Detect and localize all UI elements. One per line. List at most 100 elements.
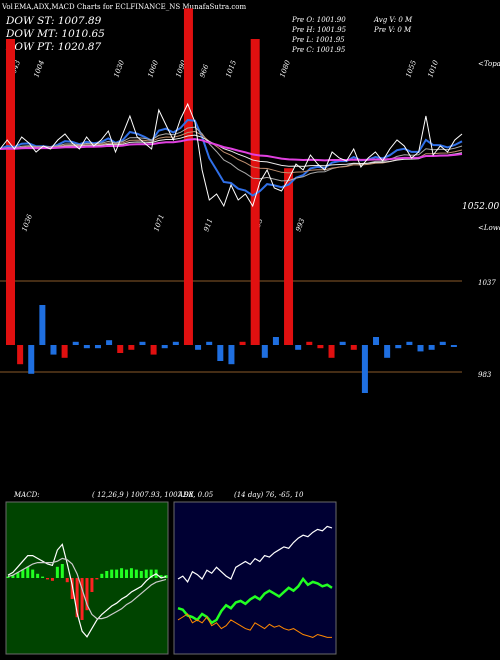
macd-hist-bar — [55, 566, 59, 578]
volume-bar — [183, 8, 193, 346]
volume-bar — [450, 345, 457, 347]
volume-bar — [39, 305, 46, 345]
avg-volume: Avg V: 0 M — [373, 16, 413, 24]
top-tick-label: 1080 — [278, 59, 292, 79]
macd-hist-bar — [129, 568, 133, 578]
price-line — [0, 102, 463, 208]
volume-bar — [139, 341, 146, 345]
macd-hist-bar — [50, 578, 54, 581]
macd-hist-bar — [95, 578, 99, 580]
volume-bar — [339, 341, 346, 345]
volume-bar — [295, 345, 302, 350]
adx-title: ADX — [177, 491, 195, 499]
volume-bar — [117, 345, 124, 353]
prev-high: Pre H: 1001.95 — [291, 26, 347, 34]
volume-bar — [195, 345, 202, 350]
volume-bar — [28, 345, 35, 374]
volume-bar — [17, 345, 24, 365]
top-label-group: 1043 1004 1030 1060 1090 966 1015 1080 1055 1010 — [8, 59, 440, 79]
volume-bars — [6, 8, 457, 393]
macd-hist-bar — [105, 571, 109, 578]
dow-st: DOW ST: 1007.89 — [5, 15, 102, 27]
macd-title: MACD: — [13, 491, 40, 499]
volume-bar — [261, 345, 268, 358]
volume-bar — [161, 345, 168, 349]
macd-hist-bar — [60, 564, 64, 578]
top-tick-label: 1010 — [426, 59, 440, 79]
macd-plot — [6, 543, 168, 638]
low-tick-label: 1071 — [152, 213, 166, 232]
macd-hist-bar — [85, 578, 89, 611]
low-axis-label: <Lowa — [478, 224, 500, 232]
level-1037-label: 1037 — [478, 279, 496, 287]
macd-hist-bar — [125, 569, 128, 578]
macd-hist-bar — [11, 575, 15, 578]
top-tick-label: 1060 — [146, 59, 160, 79]
top-tick-label: 1015 — [224, 59, 238, 79]
volume-bar — [206, 341, 213, 345]
chart-title: EMA,ADX,MACD Charts for ECLFINANCE_NS Mu… — [14, 3, 247, 11]
low-label-group: 10361071911853993 — [20, 213, 306, 233]
adx-params: (14 day) 76, -65, 10 — [234, 491, 304, 499]
volume-bar — [395, 345, 402, 349]
low-tick-label: 993 — [294, 217, 306, 233]
top-tick-label: 966 — [198, 63, 210, 79]
volume-bar — [217, 345, 224, 361]
dow-pt: DOW PT: 1020.87 — [5, 41, 101, 53]
volume-bar — [94, 345, 101, 349]
macd-hist-bar — [46, 578, 49, 580]
macd-hist-bar — [70, 578, 74, 599]
prev-volume: Pre V: 0 M — [373, 26, 412, 34]
price-line-group — [0, 102, 463, 208]
adx-plot — [177, 525, 333, 638]
volume-bar — [72, 341, 79, 345]
volume-bar — [83, 345, 90, 349]
volume-bar — [228, 345, 235, 365]
adx-line — [177, 576, 333, 625]
volume-bar — [61, 345, 68, 358]
prev-close: Pre C: 1001.95 — [291, 46, 346, 54]
adx-line — [177, 613, 332, 638]
volume-bar — [417, 345, 424, 352]
low-tick-label: 1036 — [20, 213, 34, 233]
volume-bar — [6, 39, 15, 345]
macd-hist-bar — [120, 568, 124, 578]
macd-hist-bar — [36, 573, 40, 578]
macd-hist-bar — [90, 578, 94, 592]
volume-bar — [128, 345, 135, 350]
macd-hist-bar — [149, 569, 153, 578]
dow-mt: DOW MT: 1010.65 — [5, 28, 105, 40]
macd-hist-bar — [159, 575, 163, 578]
macd-hist-bar — [115, 569, 119, 578]
top-tick-label: 1004 — [32, 59, 46, 78]
volume-bar — [317, 345, 324, 349]
ema-line — [0, 126, 463, 182]
volume-bar — [384, 345, 391, 358]
volume-bar — [328, 345, 335, 358]
top-axis-label: <Topa — [478, 60, 500, 68]
top-tick-label: 1030 — [112, 59, 126, 79]
volume-bar — [172, 341, 179, 345]
macd-hist-bar — [65, 578, 69, 583]
volume-bar — [373, 337, 380, 345]
prev-low: Pre L: 1001.95 — [291, 36, 345, 44]
macd-hist-bar — [31, 569, 35, 578]
macd-hist-bar — [21, 569, 25, 578]
volume-bar — [284, 168, 294, 345]
macd-hist-bar — [26, 566, 30, 578]
adx-panel-bg — [173, 501, 337, 655]
volume-bar — [239, 341, 246, 345]
macd-hist-bar — [144, 569, 148, 578]
macd-hist-bar — [75, 578, 79, 618]
volume-bar — [406, 341, 413, 345]
volume-bar — [428, 345, 435, 350]
volume-bar — [306, 341, 313, 345]
adx-line — [177, 525, 333, 584]
volume-bar — [439, 341, 446, 345]
last-price-label: 1052.00 — [462, 202, 499, 212]
volume-bar — [272, 337, 279, 345]
macd-params: ( 12,26,9 ) 1007.93, 1007.98, 0.05 — [92, 491, 214, 499]
volume-bar — [150, 345, 157, 355]
low-tick-label: 911 — [202, 217, 214, 232]
